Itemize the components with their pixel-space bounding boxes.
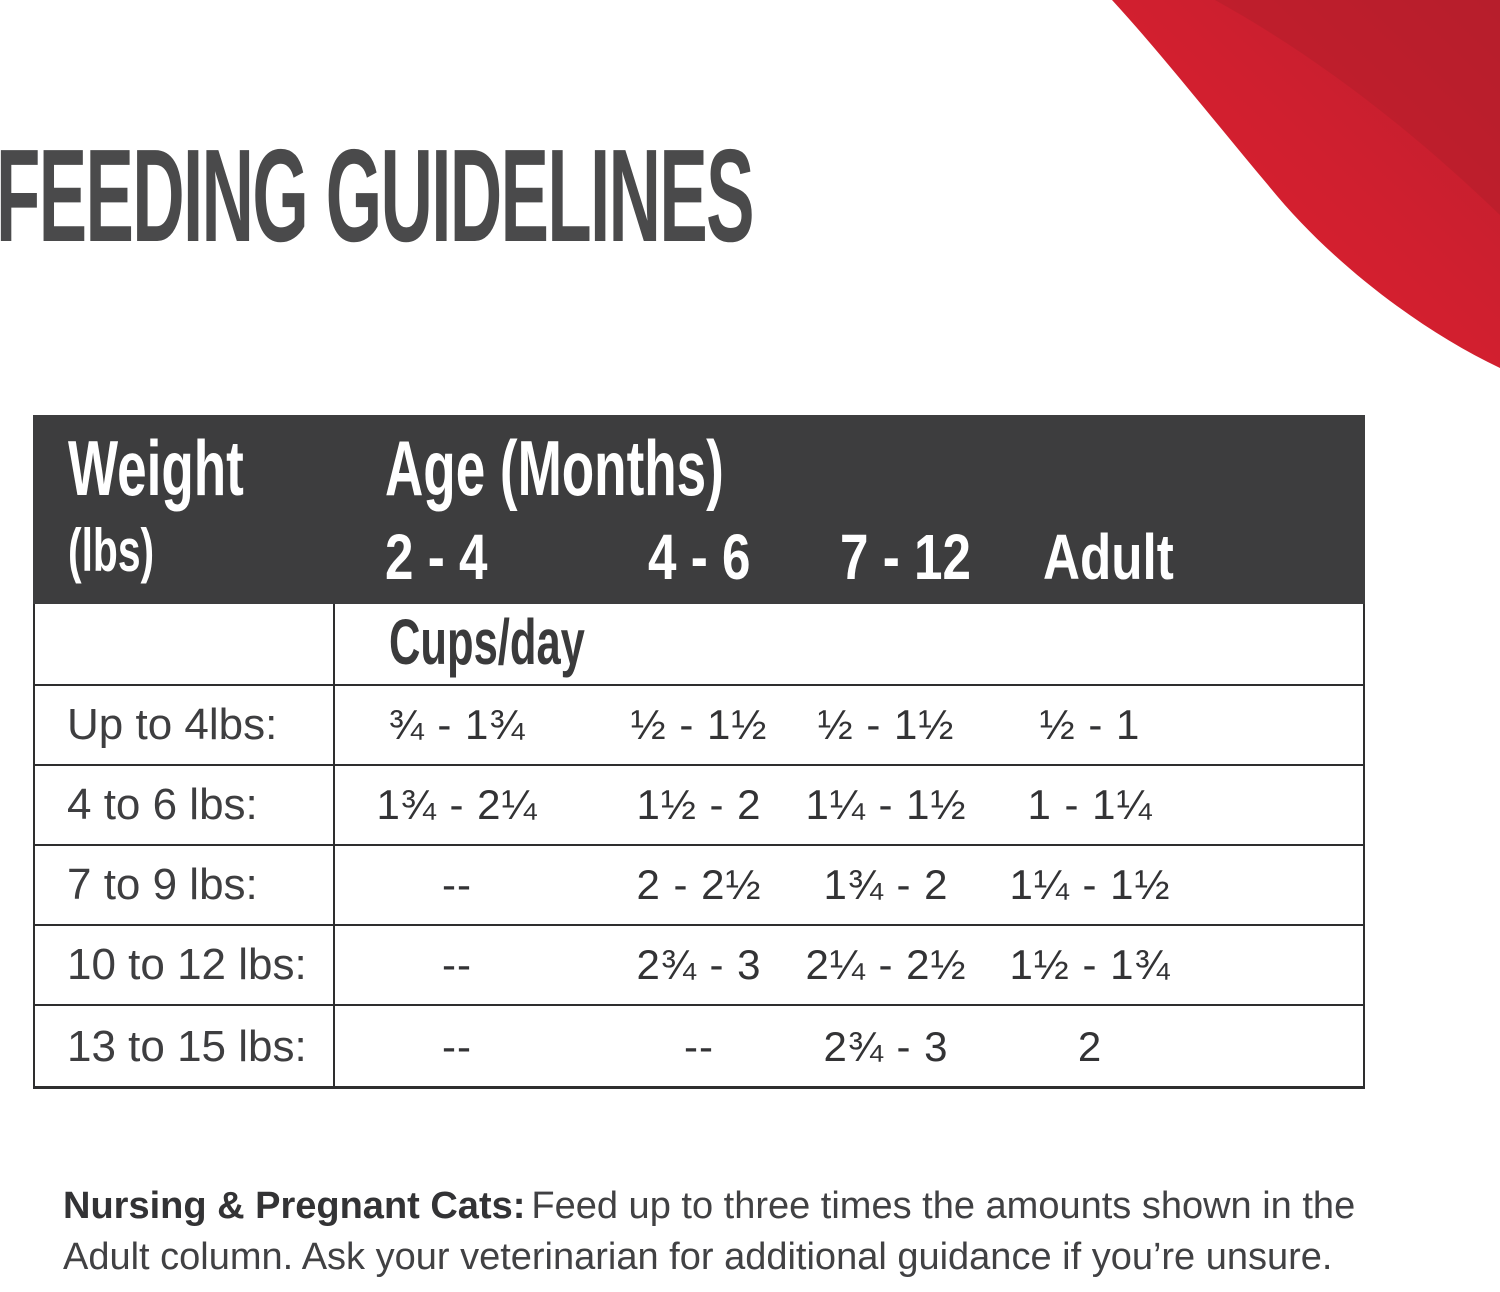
table-row: 4 to 6 lbs: 1¾ - 2¼ 1½ - 2 1¼ - 1½ 1 - 1… [35,766,1363,846]
footnote-text: Feed up to three times the amounts shown… [63,1185,1356,1278]
cell-value: 2¾ - 3 [823,1022,949,1070]
cell-value: -- [442,1022,472,1070]
cell-value: 1¾ - 2¼ [376,781,538,828]
cell-value: ½ - 1½ [630,701,768,748]
age-column-7-12-label: 7 - 12 [840,521,971,593]
age-column-2-4: 2 - 4 [385,525,513,589]
age-column-2-4-label: 2 - 4 [385,521,488,593]
table-row: 13 to 15 lbs: -- -- 2¾ - 3 2 [35,1006,1363,1087]
table-header: Weight (lbs) Age (Months) 2 - 4 4 - 6 7 … [33,415,1365,604]
cups-per-day-label: Cups/day [389,606,585,678]
weight-label: 4 to 6 lbs: [67,780,258,829]
cell-value: 2¼ - 2½ [805,941,967,988]
age-column-4-6-label: 4 - 6 [648,521,751,593]
cell-value: 1¼ - 1½ [1009,861,1171,908]
footnote: Nursing & Pregnant Cats: Feed up to three… [63,1181,1363,1283]
cell-value: 1¾ - 2 [823,861,949,908]
cups-per-day-header: Cups/day [389,610,677,674]
age-column-4-6: 4 - 6 [648,525,776,589]
page-title: FEEDING GUIDELINES [0,122,755,269]
cell-value: -- [684,1022,714,1070]
units-row: Cups/day [35,604,1363,686]
red-swoosh-graphic [1112,0,1500,368]
table-row: Up to 4lbs: ¾ - 1¾ ½ - 1½ ½ - 1½ ½ - 1 [35,686,1363,766]
age-months-header: Age (Months) [385,429,883,507]
footnote-bold-lead: Nursing & Pregnant Cats: [63,1185,526,1227]
age-column-7-12: 7 - 12 [840,525,1004,589]
cell-value: ½ - 1 [1039,701,1141,748]
cell-value: 1 - 1¼ [1027,781,1153,828]
cell-value: 2 - 2½ [636,861,762,908]
feeding-table: Weight (lbs) Age (Months) 2 - 4 4 - 6 7 … [33,415,1365,1089]
cell-value: 1½ - 1¾ [1009,941,1171,988]
cell-value: 1¼ - 1½ [805,781,967,828]
table-body: Cups/day Up to 4lbs: ¾ - 1¾ ½ - 1½ ½ - 1… [33,604,1365,1089]
table-row: 10 to 12 lbs: -- 2¾ - 3 2¼ - 2½ 1½ - 1¾ [35,926,1363,1006]
cell-value: -- [442,941,472,988]
table-row: 7 to 9 lbs: -- 2 - 2½ 1¾ - 2 1¼ - 1½ [35,846,1363,926]
weight-label: Up to 4lbs: [67,700,278,749]
weight-units-header: (lbs) [68,521,195,581]
weight-label: 13 to 15 lbs: [67,1021,307,1071]
age-column-adult: Adult [1043,525,1207,589]
cell-value: 2¾ - 3 [636,941,762,988]
cell-value: ¾ - 1¾ [388,701,526,748]
weight-units-label: (lbs) [68,517,155,584]
cell-value: 2 [1077,1022,1103,1070]
age-months-label: Age (Months) [385,424,724,512]
weight-column-header: Weight [68,429,327,507]
weight-label: 10 to 12 lbs: [67,940,307,989]
cell-value: 1½ - 2 [636,781,762,828]
weight-header-label: Weight [68,424,244,512]
age-column-adult-label: Adult [1043,521,1174,593]
cell-value: -- [442,861,472,908]
cell-value: ½ - 1½ [817,701,955,748]
weight-label: 7 to 9 lbs: [67,860,258,909]
